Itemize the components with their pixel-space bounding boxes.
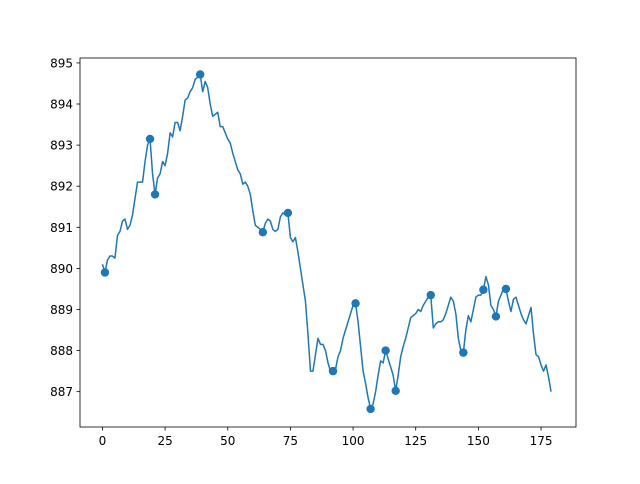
- line: [101, 73, 552, 410]
- marker: [328, 366, 338, 376]
- marker: [491, 312, 501, 321]
- y-tick-label: 892: [50, 180, 73, 194]
- marker: [391, 386, 400, 396]
- y-tick-label: 891: [50, 221, 73, 235]
- marker: [351, 299, 360, 308]
- x-tick-label: 125: [404, 434, 427, 448]
- y-tick-label: 890: [50, 262, 73, 276]
- x-tick-label: 150: [467, 434, 490, 448]
- marker: [100, 268, 110, 277]
- marker: [459, 348, 468, 357]
- marker: [150, 190, 160, 199]
- marker: [366, 404, 375, 414]
- x-tick-label: 50: [220, 434, 235, 448]
- x-tick-label: 25: [157, 434, 172, 448]
- y-tick-label: 888: [50, 344, 73, 358]
- x-tick-label: 0: [99, 434, 107, 448]
- x-tick-label: 75: [283, 434, 298, 448]
- marker: [145, 134, 155, 144]
- marker: [479, 285, 488, 294]
- plot-frame: [79, 57, 577, 428]
- y-tick-label: 894: [50, 98, 73, 112]
- y-tick-label: 893: [50, 139, 73, 153]
- y-tick-label: 889: [50, 303, 73, 317]
- marker: [501, 284, 511, 294]
- marker: [258, 228, 268, 237]
- x-tick-label: 175: [530, 434, 553, 448]
- marker: [195, 70, 205, 79]
- marker: [426, 290, 435, 300]
- marker: [381, 346, 390, 355]
- y-tick-label: 895: [50, 56, 73, 70]
- marker: [283, 208, 293, 218]
- x-tick-label: 100: [342, 434, 365, 448]
- y-tick-label: 887: [50, 385, 73, 399]
